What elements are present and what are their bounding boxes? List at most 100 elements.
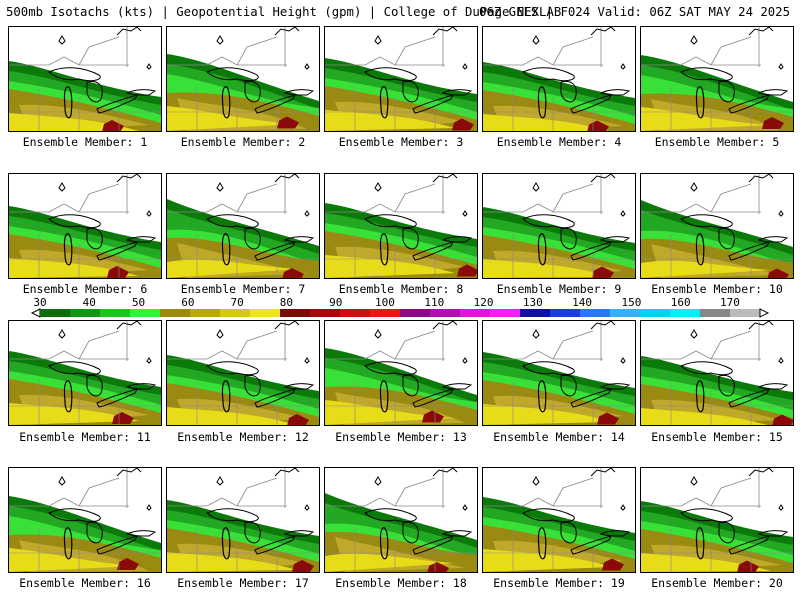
state-borders	[325, 87, 477, 131]
lake-superior-outline	[522, 214, 575, 229]
ensemble-member-map[interactable]	[640, 467, 794, 573]
state-borders	[325, 381, 477, 425]
isotach-max	[112, 412, 134, 424]
lake-erie-outline	[96, 535, 138, 555]
state-borders	[167, 528, 319, 572]
political-borders	[483, 174, 603, 214]
lake-superior-outline	[206, 67, 259, 82]
lake-superior-outline	[48, 508, 101, 523]
isotach-band-80	[483, 114, 610, 131]
colorbar-tick-label: 170	[720, 296, 740, 309]
lake-superior-outline	[206, 508, 259, 523]
political-borders	[483, 321, 603, 361]
political-borders	[483, 468, 603, 508]
ensemble-member-label: Ensemble Member: 16	[19, 576, 151, 590]
island-outline	[778, 210, 784, 217]
ensemble-member-map[interactable]	[166, 467, 320, 573]
hudson-bay-outline	[116, 27, 142, 36]
political-borders	[167, 468, 287, 508]
state-borders	[641, 381, 793, 425]
lake-michigan-outline	[537, 527, 547, 560]
lake-ontario-outline	[283, 89, 315, 96]
hudson-bay-outline	[274, 174, 300, 183]
hudson-bay-outline	[748, 174, 774, 183]
lake-ontario-outline	[283, 383, 315, 390]
colorbar	[30, 308, 770, 318]
ensemble-member-map[interactable]	[166, 173, 320, 279]
member-map-svg	[325, 27, 477, 131]
isotach-band-80	[641, 408, 768, 425]
colorbar-tick-label: 80	[279, 296, 294, 309]
colorbar-tick-label: 140	[572, 296, 593, 309]
island-outline	[462, 63, 468, 70]
ensemble-member-map[interactable]	[8, 173, 162, 279]
island-outline	[304, 357, 310, 364]
island-outline	[304, 210, 310, 217]
colorbar-tick-label: 130	[522, 296, 543, 309]
ensemble-member-map[interactable]	[324, 173, 478, 279]
lake-ontario-outline	[125, 236, 157, 243]
member-map-svg	[9, 27, 161, 131]
ensemble-member-map[interactable]	[8, 26, 162, 132]
lake-huron-outline	[402, 227, 419, 250]
lake-superior-outline	[364, 214, 417, 229]
colorbar-segment	[70, 309, 101, 317]
ensemble-member-map[interactable]	[640, 173, 794, 279]
lake-huron-outline	[402, 80, 419, 103]
ensemble-member-map[interactable]	[482, 26, 636, 132]
colorbar-tick-label: 150	[621, 296, 642, 309]
isotach-max	[427, 562, 449, 572]
island-outline	[462, 357, 468, 364]
ensemble-member-map[interactable]	[8, 467, 162, 573]
colorbar-tick-label: 40	[82, 296, 96, 309]
ensemble-member-map[interactable]	[166, 26, 320, 132]
colorbar-segment	[730, 309, 761, 317]
lake-michigan-outline	[537, 233, 547, 266]
ensemble-member-label: Ensemble Member: 7	[180, 282, 306, 296]
ensemble-member-map[interactable]	[324, 467, 478, 573]
hudson-bay-outline	[116, 468, 142, 477]
lake-outline-north	[216, 35, 224, 45]
colorbar-segment	[430, 309, 461, 317]
ensemble-member-map[interactable]	[166, 320, 320, 426]
lake-michigan-outline	[695, 380, 705, 413]
state-borders	[483, 381, 635, 425]
isotach-band-80	[167, 552, 297, 572]
lake-superior-outline	[680, 67, 733, 82]
ensemble-member-map[interactable]	[482, 467, 636, 573]
colorbar-segment	[400, 309, 431, 317]
lake-outline-north	[690, 182, 698, 192]
lake-erie-outline	[728, 94, 770, 114]
lake-ontario-outline	[283, 530, 315, 537]
colorbar-segment	[490, 309, 521, 317]
lake-outline-north	[374, 329, 382, 339]
lake-michigan-outline	[221, 380, 231, 413]
ensemble-member-map[interactable]	[482, 173, 636, 279]
ensemble-member-map[interactable]	[324, 320, 478, 426]
lake-superior-outline	[48, 361, 101, 376]
lake-superior-outline	[680, 508, 733, 523]
island-outline	[620, 63, 626, 70]
hudson-bay-outline	[116, 321, 142, 330]
ensemble-member-map[interactable]	[640, 26, 794, 132]
isotach-max	[762, 117, 784, 129]
isotach-band-80	[641, 260, 771, 278]
state-borders	[167, 87, 319, 131]
lake-ontario-outline	[125, 530, 157, 537]
isotach-band-80	[325, 110, 455, 131]
ensemble-member-map[interactable]	[324, 26, 478, 132]
hudson-bay-outline	[748, 321, 774, 330]
member-map-svg	[167, 27, 319, 131]
lake-michigan-outline	[379, 527, 389, 560]
island-outline	[778, 63, 784, 70]
lake-outline-north	[532, 182, 540, 192]
lake-huron-outline	[244, 374, 261, 397]
ensemble-member-map[interactable]	[8, 320, 162, 426]
isotach-max	[292, 560, 314, 572]
ensemble-member-map[interactable]	[482, 320, 636, 426]
state-borders	[325, 528, 477, 572]
lake-ontario-outline	[599, 383, 631, 390]
lake-michigan-outline	[537, 380, 547, 413]
ensemble-member-map[interactable]	[640, 320, 794, 426]
colorbar-tick-label: 60	[181, 296, 195, 309]
